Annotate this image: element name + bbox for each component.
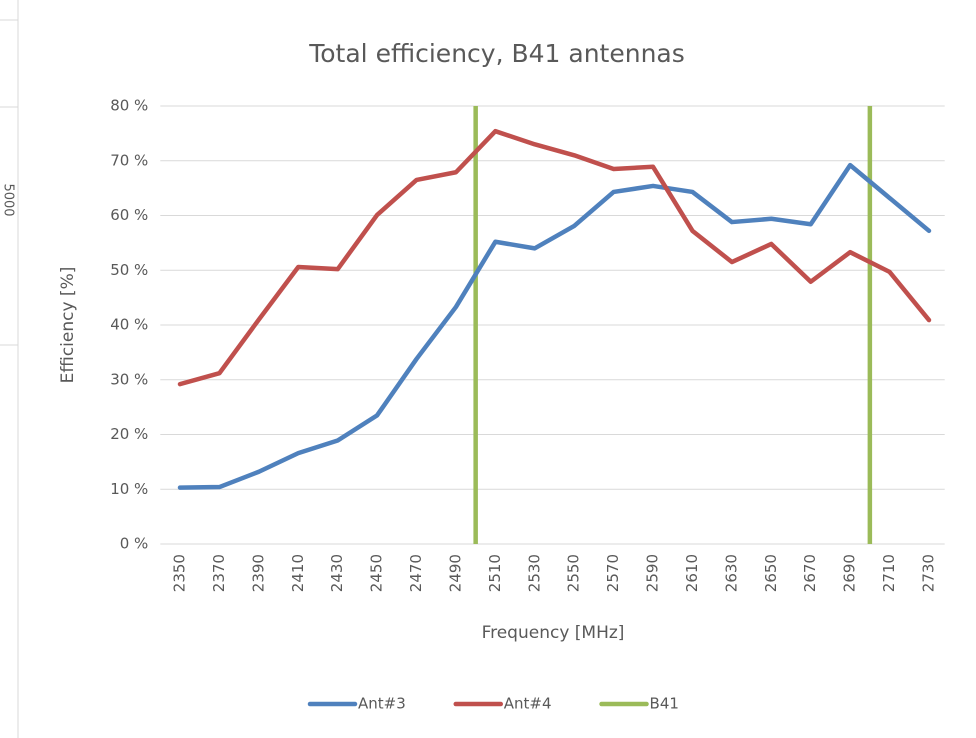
x-tick-label: 2370 — [210, 554, 228, 592]
x-tick-label: 2450 — [368, 554, 386, 592]
x-tick-label: 2650 — [762, 554, 780, 592]
x-tick-label: 2610 — [683, 554, 701, 592]
legend-label: B41 — [650, 695, 679, 713]
x-tick-label: 2350 — [171, 554, 189, 592]
y-tick-label: 70 % — [110, 151, 148, 169]
x-tick-label: 2690 — [841, 554, 859, 592]
legend-label: Ant#3 — [358, 695, 406, 713]
x-tick-label: 2570 — [604, 554, 622, 592]
y-tick-label: 40 % — [110, 316, 148, 334]
x-tick-label: 2490 — [446, 554, 464, 592]
series-line — [177, 162, 932, 490]
x-tick-label: 2670 — [801, 554, 819, 592]
y-axis-label: Efficiency [%] — [58, 267, 78, 384]
x-tick-label: 2390 — [249, 554, 267, 592]
x-tick-label: 2630 — [722, 554, 740, 592]
background-text: 5000 — [1, 183, 16, 216]
x-tick-label: 2710 — [880, 554, 898, 592]
x-tick-label: 2510 — [486, 554, 504, 592]
series-line — [177, 128, 932, 387]
x-tick-label: 2470 — [407, 554, 425, 592]
x-tick-label: 2730 — [919, 554, 937, 592]
x-tick-label: 2410 — [289, 554, 307, 592]
y-tick-label: 60 % — [110, 206, 148, 224]
y-tick-label: 50 % — [110, 261, 148, 279]
legend-label: Ant#4 — [504, 695, 552, 713]
y-tick-label: 0 % — [120, 535, 149, 553]
chart-title: Total efficiency, B41 antennas — [308, 39, 685, 68]
y-tick-label: 80 % — [110, 97, 148, 115]
x-tick-label: 2430 — [328, 554, 346, 592]
y-tick-label: 20 % — [110, 425, 148, 443]
x-tick-label: 2550 — [565, 554, 583, 592]
x-tick-label: 2530 — [525, 554, 543, 592]
x-axis-label: Frequency [MHz] — [482, 623, 625, 643]
y-tick-label: 10 % — [110, 480, 148, 498]
y-tick-label: 30 % — [110, 370, 148, 388]
x-tick-label: 2590 — [644, 554, 662, 592]
